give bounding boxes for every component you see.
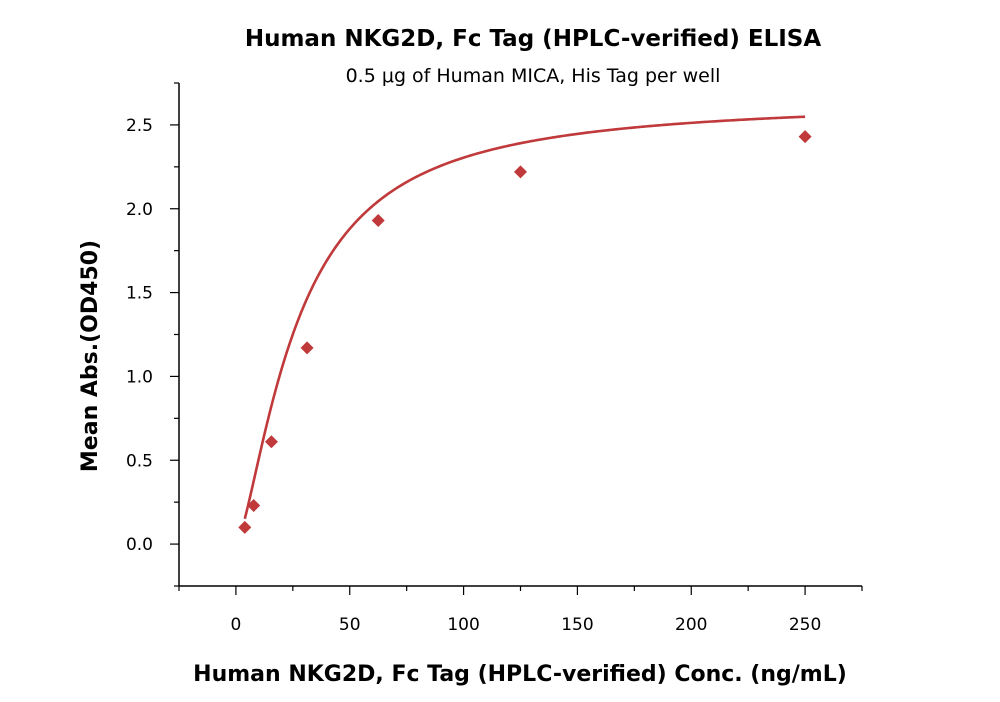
data-point — [514, 165, 527, 179]
data-points-layer — [238, 130, 812, 534]
data-point — [238, 520, 252, 534]
fit-curve-layer — [243, 115, 806, 520]
chart-title: Human NKG2D, Fc Tag (HPLC-verified) ELIS… — [245, 26, 822, 52]
data-point — [264, 435, 278, 449]
x-tick-label: 50 — [339, 615, 361, 635]
y-tick-label: 2.0 — [126, 200, 153, 220]
x-tick-label: 200 — [675, 615, 707, 635]
y-tick-label: 0.5 — [126, 451, 153, 471]
chart-subtitle: 0.5 μg of Human MICA, His Tag per well — [346, 65, 721, 87]
y-axis-label: Mean Abs.(OD450) — [78, 240, 103, 472]
data-point — [371, 213, 385, 227]
x-tick-label: 150 — [561, 615, 593, 635]
x-tick-label: 0 — [231, 615, 242, 635]
x-tick-label: 100 — [447, 615, 479, 635]
data-point — [300, 341, 314, 355]
x-tick-label: 250 — [789, 615, 821, 635]
y-tick-label: 2.5 — [126, 116, 153, 136]
fit-curve-line — [243, 115, 806, 520]
y-tick-label: 0.0 — [126, 535, 153, 555]
y-tick-label: 1.5 — [126, 284, 153, 304]
x-axis-label: Human NKG2D, Fc Tag (HPLC-verified) Conc… — [193, 662, 847, 687]
data-point — [247, 499, 261, 513]
x-axis-ticks: 0 50 100 150 200 250 — [178, 586, 863, 635]
data-point — [798, 130, 812, 144]
y-tick-label: 1.0 — [126, 367, 153, 387]
axes — [178, 83, 862, 587]
y-axis-ticks: 0.0 0.5 1.0 1.5 2.0 2.5 — [126, 82, 179, 587]
